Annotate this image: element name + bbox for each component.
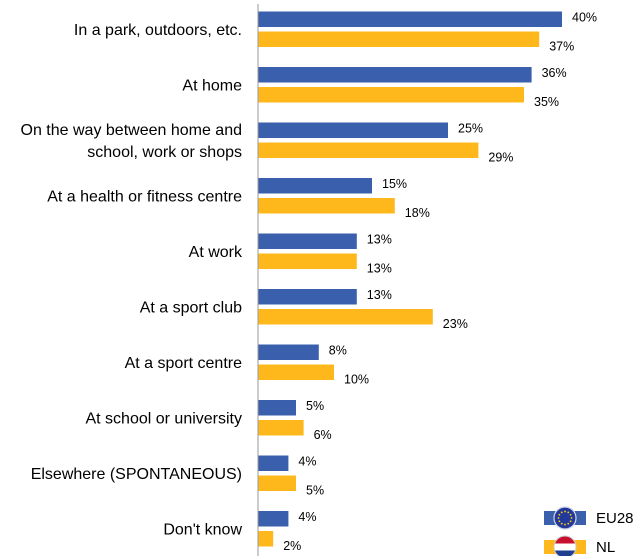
eu-flag-star: [569, 520, 572, 523]
value-label-eu28: 4%: [298, 455, 316, 469]
eu-flag-star: [560, 511, 563, 514]
value-label-eu28: 25%: [458, 122, 483, 136]
value-label-nl: 5%: [306, 484, 324, 498]
bar-eu28: [258, 67, 532, 83]
value-label-eu28: 5%: [306, 399, 324, 413]
bar-eu28: [258, 400, 296, 416]
bar-eu28: [258, 233, 357, 249]
bar-nl: [258, 142, 479, 158]
value-label-eu28: 8%: [329, 344, 347, 358]
category-label: At a sport centre: [125, 355, 242, 372]
value-label-nl: 10%: [344, 373, 369, 387]
bar-eu28: [258, 122, 448, 138]
value-label-nl: 13%: [367, 262, 392, 276]
legend: EU28 NL: [544, 506, 634, 556]
category-label: In a park, outdoors, etc.: [74, 22, 242, 39]
bar-nl: [258, 87, 524, 103]
legend-label: EU28: [596, 510, 634, 527]
flag-stripe-white: [554, 543, 576, 551]
value-label-nl: 29%: [488, 151, 513, 165]
value-label-nl: 2%: [283, 539, 301, 553]
value-label-eu28: 40%: [572, 11, 597, 25]
category-label-line: At a sport centre: [125, 355, 242, 372]
bars-layer: [258, 11, 562, 547]
category-label-line: school, work or shops: [87, 144, 242, 161]
value-label-eu28: 4%: [298, 510, 316, 524]
category-label-line: At a health or fitness centre: [47, 188, 242, 205]
eu-flag-star: [564, 523, 566, 526]
eu-flag-star: [570, 517, 573, 519]
flag-border: [553, 535, 577, 556]
category-label-line: At school or university: [85, 410, 242, 427]
value-label-nl: 6%: [314, 428, 332, 442]
category-label: On the way between home and school, work …: [21, 122, 242, 161]
value-label-nl: 37%: [549, 40, 574, 54]
value-label-eu28: 13%: [367, 288, 392, 302]
category-label-line: In a park, outdoors, etc.: [74, 22, 242, 39]
bar-eu28: [258, 344, 319, 360]
category-label: Don't know: [163, 521, 242, 538]
category-label: At a health or fitness centre: [47, 188, 242, 205]
category-label-line: At work: [189, 244, 243, 261]
eu-flag-star: [567, 511, 570, 514]
category-label: At school or university: [85, 410, 242, 427]
bar-eu28: [258, 289, 357, 305]
eu-flag-star: [564, 510, 566, 513]
category-label-line: At home: [182, 77, 242, 94]
eu-flag-star: [560, 522, 563, 525]
category-label: At a sport club: [140, 299, 242, 316]
category-label-line: Don't know: [163, 521, 242, 538]
value-label-eu28: 15%: [382, 177, 407, 191]
category-label-line: At a sport club: [140, 299, 242, 316]
bar-eu28: [258, 178, 372, 194]
legend-item-eu28: EU28: [544, 506, 634, 530]
category-label: At home: [182, 77, 242, 94]
bar-nl: [258, 531, 274, 547]
value-label-eu28: 36%: [542, 66, 567, 80]
legend-label: NL: [596, 539, 615, 556]
bar-eu28: [258, 511, 289, 527]
bar-eu28: [258, 11, 562, 27]
bar-nl: [258, 364, 334, 380]
labels-layer: In a park, outdoors, etc. 40% 37% At home 36…: [21, 11, 598, 554]
bar-nl: [258, 475, 296, 491]
category-label: Elsewhere (SPONTANEOUS): [31, 466, 242, 483]
bar-eu28: [258, 455, 289, 471]
netherlands-flag-icon: [554, 536, 576, 556]
legend-item-nl: NL: [544, 535, 615, 556]
bar-nl: [258, 198, 395, 214]
category-label-line: On the way between home and: [21, 122, 242, 139]
bar-nl: [258, 253, 357, 269]
value-label-nl: 23%: [443, 317, 468, 331]
bar-nl: [258, 309, 433, 325]
bar-nl: [258, 31, 540, 47]
flag-stripe-red: [554, 536, 576, 544]
eu-flag-star: [558, 520, 561, 523]
bar-nl: [258, 420, 304, 436]
eu-flag-star: [567, 522, 570, 525]
eu-flag-icon: [553, 506, 577, 530]
eu-flag-star: [557, 517, 560, 519]
value-label-eu28: 13%: [367, 233, 392, 247]
value-label-nl: 35%: [534, 95, 559, 109]
category-label-line: Elsewhere (SPONTANEOUS): [31, 466, 242, 483]
flag-stripe-blue: [554, 550, 576, 556]
value-label-nl: 18%: [405, 206, 430, 220]
eu-flag-star: [558, 513, 561, 516]
category-label: At work: [189, 244, 243, 261]
eu-flag-star: [569, 513, 572, 516]
